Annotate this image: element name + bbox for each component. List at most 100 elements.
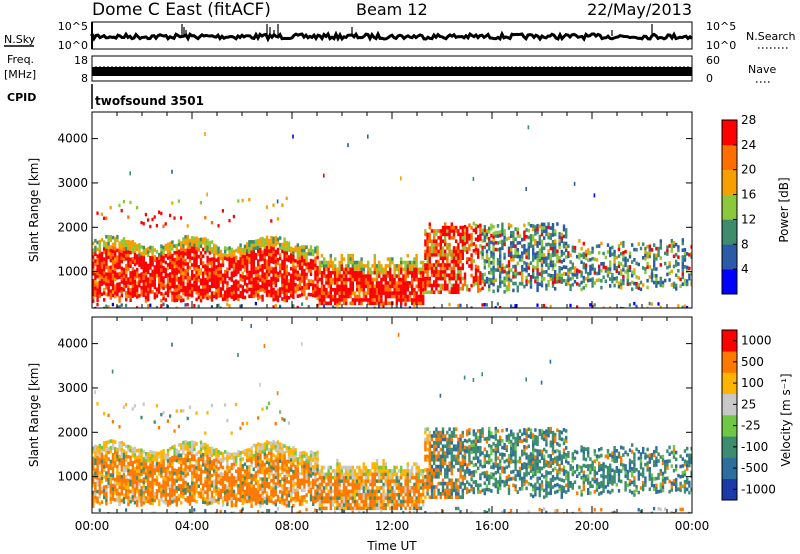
range-gate-cell	[241, 278, 244, 282]
range-gate-cell	[116, 258, 119, 263]
range-gate-cell	[560, 239, 563, 244]
range-gate-cell	[204, 480, 207, 484]
range-gate-cell	[94, 279, 97, 284]
range-gate-cell	[340, 264, 343, 268]
range-gate-cell	[246, 266, 249, 270]
range-gate-cell	[213, 479, 216, 483]
range-gate-cell	[147, 496, 150, 500]
range-gate-cell	[560, 253, 563, 257]
range-gate-cell	[426, 246, 429, 250]
range-gate-cell	[395, 294, 398, 299]
range-gate-cell	[505, 284, 508, 289]
range-gate-cell	[160, 487, 163, 492]
range-gate-cell	[510, 244, 513, 249]
range-gate-cell	[230, 254, 233, 259]
range-gate-cell	[202, 446, 205, 450]
range-gate-cell	[254, 494, 258, 499]
range-gate-cell	[430, 242, 434, 247]
range-gate-cell	[551, 229, 555, 234]
range-gate-cell	[419, 270, 423, 275]
range-gate-cell	[345, 294, 348, 299]
range-gate-cell	[94, 262, 97, 267]
range-gate-cell	[287, 452, 291, 457]
beam-title: Beam 12	[356, 0, 428, 19]
range-gate-cell	[208, 268, 211, 272]
range-gate-cell	[120, 246, 123, 250]
ground-scatter-cell	[160, 304, 163, 308]
range-gate-cell	[644, 250, 647, 254]
range-gate-cell	[626, 275, 629, 280]
range-gate-cell	[96, 496, 99, 501]
range-gate-cell	[133, 449, 137, 454]
range-gate-cell	[402, 294, 405, 299]
range-gate-cell	[334, 294, 337, 299]
range-gate-cell	[180, 251, 183, 255]
range-gate-cell	[241, 474, 244, 478]
range-gate-cell	[208, 278, 211, 282]
range-gate-cell	[129, 462, 132, 467]
range-gate-cell	[180, 261, 183, 266]
range-gate-cell	[94, 289, 97, 294]
range-gate-cell	[230, 483, 233, 488]
range-gate-cell	[204, 247, 207, 251]
range-gate-cell	[261, 287, 264, 292]
range-gate-cell	[272, 250, 275, 254]
range-gate-cell	[243, 275, 247, 279]
range-gate-cell	[149, 289, 152, 294]
range-gate-cell	[118, 265, 121, 269]
range-gate-cell	[384, 274, 387, 278]
range-gate-cell	[488, 281, 491, 285]
range-gate-cell	[356, 267, 359, 272]
range-gate-cell	[226, 267, 229, 272]
range-gate-cell	[578, 283, 581, 287]
range-gate-cell	[655, 267, 658, 271]
range-gate-cell	[160, 278, 163, 283]
range-gate-cell	[199, 288, 203, 293]
range-gate-cell	[96, 264, 99, 269]
range-gate-cell	[221, 455, 225, 460]
range-gate-cell	[448, 266, 451, 271]
range-gate-cell	[219, 458, 222, 462]
range-gate-cell	[129, 455, 132, 460]
range-gate-cell	[169, 279, 172, 283]
range-gate-cell	[188, 492, 192, 496]
range-gate-cell	[290, 454, 293, 459]
range-gate-cell	[450, 253, 453, 257]
range-gate-cell	[382, 267, 385, 272]
range-gate-cell	[554, 280, 557, 284]
range-gate-cell	[265, 497, 269, 502]
range-gate-cell	[160, 254, 163, 259]
range-gate-cell	[241, 501, 244, 506]
range-gate-cell	[147, 297, 150, 302]
range-gate-cell	[285, 268, 288, 272]
range-gate-cell	[221, 253, 225, 257]
ground-scatter-cell	[373, 306, 376, 308]
range-gate-cell	[191, 286, 194, 291]
range-gate-cell	[195, 462, 198, 467]
range-gate-cell	[283, 488, 286, 493]
range-gate-cell	[191, 457, 194, 462]
range-gate-cell	[602, 261, 605, 266]
range-gate-cell	[107, 440, 110, 444]
range-gate-cell	[133, 276, 137, 280]
range-gate-cell	[171, 277, 174, 282]
range-gate-cell	[204, 271, 207, 275]
range-gate-cell	[206, 272, 209, 277]
range-gate-cell	[261, 267, 264, 272]
range-gate-cell	[109, 439, 112, 443]
sparse-echo-cell	[527, 125, 530, 130]
range-gate-cell	[276, 298, 280, 303]
range-gate-cell	[279, 270, 282, 274]
range-gate-cell	[92, 504, 95, 508]
range-gate-cell	[400, 294, 403, 299]
range-gate-cell	[477, 279, 480, 283]
range-gate-cell	[312, 259, 315, 263]
range-gate-cell	[140, 448, 143, 453]
range-gate-cell	[243, 295, 247, 300]
range-gate-cell	[206, 454, 209, 459]
range-gate-cell	[184, 258, 187, 263]
range-gate-cell	[100, 456, 104, 460]
range-gate-cell	[303, 467, 306, 472]
range-gate-cell	[292, 463, 295, 467]
range-gate-cell	[138, 273, 141, 278]
